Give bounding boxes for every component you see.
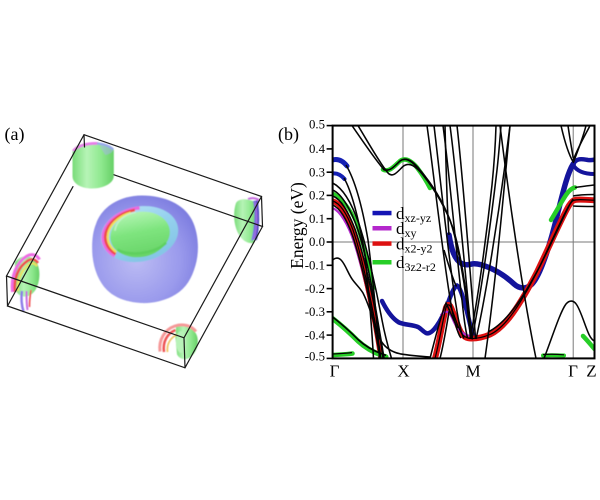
svg-text:M: M [465,362,480,381]
svg-text:0.4: 0.4 [309,142,326,156]
svg-text:Energy (eV): Energy (eV) [287,182,307,269]
svg-text:0.2: 0.2 [309,189,325,203]
svg-text:(a): (a) [5,124,25,145]
svg-text:Γ: Γ [330,362,340,381]
svg-text:X: X [397,362,409,381]
svg-text:0.1: 0.1 [309,212,325,226]
svg-text:-0.1: -0.1 [305,259,325,273]
svg-text:0.0: 0.0 [309,235,325,249]
svg-text:0.3: 0.3 [309,165,325,179]
svg-text:-0.3: -0.3 [305,305,325,319]
svg-text:0.5: 0.5 [309,117,325,131]
svg-text:Z: Z [586,362,596,381]
svg-text:Γ: Γ [568,362,578,381]
svg-text:-0.4: -0.4 [305,328,326,342]
svg-text:-0.2: -0.2 [305,282,325,296]
svg-text:-0.5: -0.5 [305,350,325,364]
svg-text:(b): (b) [278,124,299,145]
